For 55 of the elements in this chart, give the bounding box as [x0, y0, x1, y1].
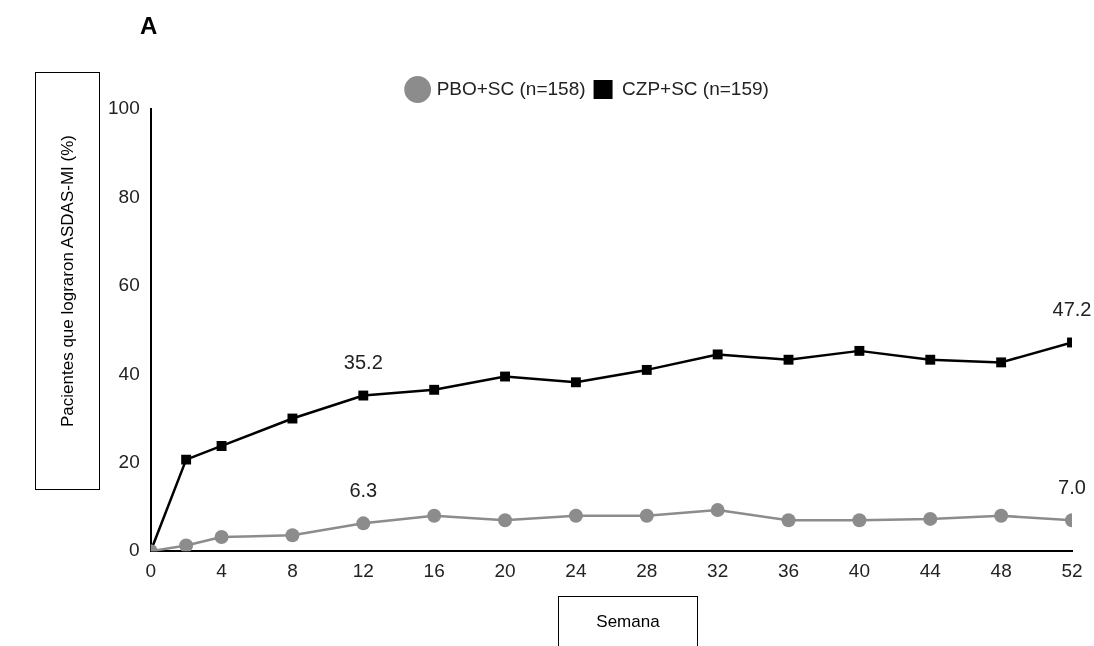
point — [925, 354, 936, 365]
point — [287, 413, 298, 424]
y-tick-label: 100 — [108, 97, 140, 119]
data-label: 6.3 — [349, 478, 378, 501]
point — [852, 513, 867, 528]
x-tick-label: 36 — [777, 559, 800, 581]
point — [641, 364, 652, 375]
x-tick-label: 40 — [848, 559, 870, 581]
point — [639, 508, 654, 523]
x-tick-label: 28 — [636, 559, 658, 581]
point — [358, 390, 369, 401]
data-label: 47.2 — [1052, 298, 1092, 320]
point — [854, 345, 865, 356]
x-tick-label: 8 — [287, 559, 298, 581]
point — [181, 454, 192, 465]
point — [710, 503, 725, 518]
x-tick-label: 44 — [919, 559, 942, 581]
x-tick-label: 16 — [423, 559, 445, 581]
point — [781, 513, 796, 528]
x-tick-label: 20 — [494, 559, 516, 581]
point — [783, 354, 794, 365]
y-tick-label: 40 — [118, 362, 140, 384]
point — [500, 371, 510, 382]
chart-title: A — [140, 12, 158, 40]
x-tick-label: 52 — [1061, 559, 1083, 581]
x-axis-title: Semana — [558, 596, 698, 646]
point — [994, 508, 1009, 523]
legend-label: PBO+SC (n=158) — [436, 77, 586, 99]
point — [570, 377, 581, 388]
point — [427, 508, 442, 523]
x-tick-label: 12 — [352, 559, 374, 581]
point — [214, 530, 229, 545]
point — [216, 441, 227, 451]
x-tick-label: 48 — [990, 559, 1012, 581]
point — [568, 508, 583, 523]
x-tick-label: 4 — [216, 559, 228, 581]
point — [923, 511, 938, 526]
legend-label: CZP+SC (n=159) — [622, 77, 769, 99]
y-axis-title: Pacientes que lograron ASDAS-MI (%) — [57, 135, 78, 427]
data-label: 35.2 — [343, 351, 383, 374]
y-tick-label: 80 — [118, 185, 140, 207]
point — [712, 349, 723, 360]
x-tick-label: 32 — [707, 559, 729, 581]
point — [356, 516, 371, 531]
point — [285, 528, 300, 543]
x-tick-label: 0 — [145, 559, 156, 581]
point — [498, 513, 513, 528]
point — [179, 538, 194, 552]
point — [429, 384, 440, 395]
y-tick-label: 60 — [118, 274, 140, 296]
y-tick-label: 0 — [129, 539, 140, 561]
point — [996, 357, 1007, 368]
y-tick-label: 20 — [118, 450, 140, 472]
data-label: 7.0 — [1058, 475, 1086, 498]
x-tick-label: 24 — [565, 559, 587, 581]
